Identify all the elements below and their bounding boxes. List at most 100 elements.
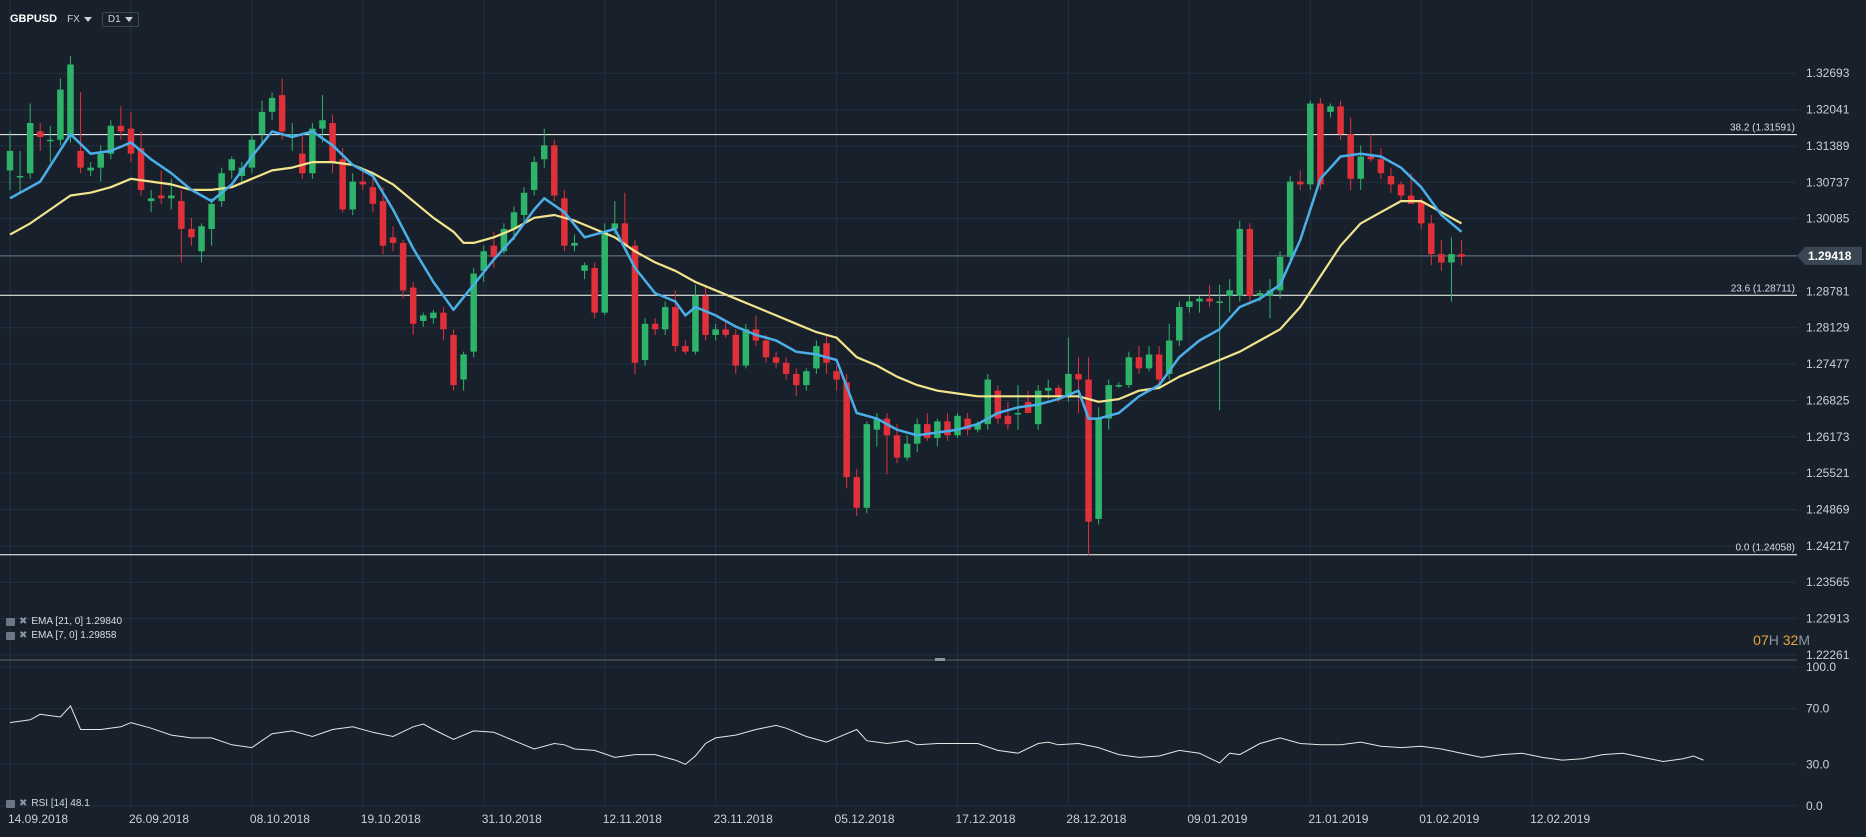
candle[interactable] <box>510 206 518 241</box>
candle[interactable] <box>540 128 548 168</box>
candle[interactable] <box>1286 176 1294 263</box>
candle[interactable] <box>712 323 719 341</box>
candle[interactable] <box>87 162 94 177</box>
candle[interactable] <box>1327 103 1334 118</box>
candle[interactable] <box>1236 220 1244 302</box>
candle[interactable] <box>1438 240 1445 271</box>
candle[interactable] <box>621 192 629 252</box>
candle[interactable] <box>944 412 951 441</box>
candle[interactable] <box>1276 251 1284 299</box>
candle[interactable] <box>16 150 24 193</box>
candle[interactable] <box>1266 279 1274 319</box>
candle[interactable] <box>1458 240 1465 266</box>
candle[interactable] <box>409 281 417 335</box>
candle[interactable] <box>863 421 871 514</box>
candle[interactable] <box>692 284 699 355</box>
candle[interactable] <box>319 95 326 143</box>
candle[interactable] <box>813 340 820 374</box>
settings-icon[interactable] <box>6 799 15 808</box>
candle[interactable] <box>248 134 256 174</box>
candle[interactable] <box>57 78 64 146</box>
candle[interactable] <box>1105 379 1112 430</box>
candle[interactable] <box>137 131 145 196</box>
candle[interactable] <box>1367 134 1375 163</box>
candle[interactable] <box>1246 223 1254 302</box>
candle[interactable] <box>762 334 770 363</box>
candle[interactable] <box>339 148 346 213</box>
candle[interactable] <box>1085 357 1092 556</box>
candle[interactable] <box>964 412 971 436</box>
candle[interactable] <box>1145 346 1153 372</box>
candle[interactable] <box>430 309 437 324</box>
candle[interactable] <box>389 226 397 252</box>
candle[interactable] <box>1387 167 1395 193</box>
ema7-line[interactable] <box>9 130 1463 437</box>
candle[interactable] <box>843 373 850 489</box>
candle[interactable] <box>1216 284 1223 411</box>
candle[interactable] <box>127 111 135 163</box>
candle[interactable] <box>26 103 34 179</box>
candle[interactable] <box>903 435 911 461</box>
candle[interactable] <box>47 125 54 163</box>
candle[interactable] <box>349 173 356 216</box>
candle[interactable] <box>984 373 992 430</box>
candle[interactable] <box>208 198 215 246</box>
candle[interactable] <box>1024 390 1032 413</box>
candle[interactable] <box>480 245 488 282</box>
candle[interactable] <box>1206 284 1213 308</box>
candle[interactable] <box>6 131 14 190</box>
candle[interactable] <box>460 351 467 391</box>
candle[interactable] <box>924 412 931 441</box>
candle[interactable] <box>530 156 538 196</box>
candle[interactable] <box>1448 237 1455 302</box>
candle[interactable] <box>147 189 155 213</box>
ema21-line[interactable] <box>9 161 1463 403</box>
close-icon[interactable]: ✖ <box>19 616 28 627</box>
candle[interactable] <box>1125 351 1133 388</box>
candle[interactable] <box>1004 401 1012 430</box>
candle[interactable] <box>1186 295 1193 313</box>
candle[interactable] <box>520 187 528 224</box>
candle[interactable] <box>1307 100 1314 190</box>
settings-icon[interactable] <box>6 631 15 640</box>
candle[interactable] <box>420 312 427 327</box>
candle[interactable] <box>803 368 810 391</box>
candle[interactable] <box>1397 181 1405 202</box>
settings-icon[interactable] <box>6 617 15 626</box>
candle[interactable] <box>823 334 830 374</box>
candle[interactable] <box>601 223 608 316</box>
candle[interactable] <box>1377 148 1385 179</box>
candle[interactable] <box>278 78 286 140</box>
candle[interactable] <box>1357 145 1364 190</box>
candle[interactable] <box>218 167 225 207</box>
candle[interactable] <box>67 56 74 143</box>
candle[interactable] <box>571 234 578 252</box>
candle[interactable] <box>1428 215 1435 266</box>
candle[interactable] <box>258 100 266 146</box>
candle[interactable] <box>299 134 306 179</box>
candle[interactable] <box>752 315 760 347</box>
close-icon[interactable]: ✖ <box>19 798 28 809</box>
pane-resize-handle[interactable] <box>935 658 945 661</box>
candle[interactable] <box>1347 117 1354 190</box>
candle[interactable] <box>994 385 1002 425</box>
candle[interactable] <box>1417 198 1425 229</box>
rsi-line[interactable] <box>9 704 1704 765</box>
candle[interactable] <box>440 307 447 341</box>
market-dropdown[interactable]: FX <box>67 14 92 25</box>
candle[interactable] <box>641 318 649 366</box>
candle[interactable] <box>1226 279 1233 313</box>
candle[interactable] <box>188 217 195 246</box>
candle[interactable] <box>1337 100 1344 140</box>
candle[interactable] <box>682 340 689 355</box>
candle[interactable] <box>1075 357 1082 413</box>
candle[interactable] <box>651 318 659 335</box>
close-icon[interactable]: ✖ <box>19 630 28 641</box>
candle[interactable] <box>1155 346 1163 388</box>
candle[interactable] <box>1317 97 1324 190</box>
candle[interactable] <box>36 123 44 151</box>
candle[interactable] <box>107 120 115 160</box>
candle[interactable] <box>1065 337 1072 402</box>
candle[interactable] <box>722 320 729 338</box>
candle[interactable] <box>1176 301 1183 347</box>
